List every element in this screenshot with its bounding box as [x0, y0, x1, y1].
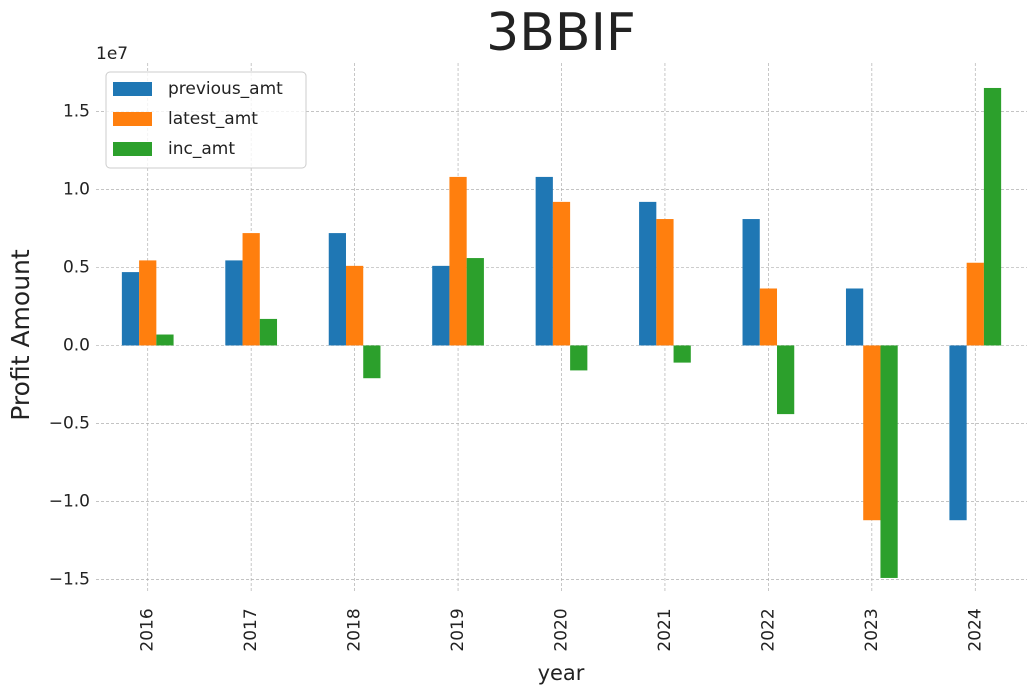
bar [139, 260, 157, 346]
bar [656, 219, 674, 346]
y-tick-label: −1.0 [49, 491, 90, 511]
bar [966, 262, 984, 346]
x-tick-label: 2020 [552, 608, 572, 651]
y-tick-label: −1.5 [49, 570, 90, 590]
legend-box [105, 71, 307, 169]
bar [225, 260, 243, 346]
bar [363, 345, 381, 379]
y-tick-label: 1.5 [63, 101, 90, 121]
y-tick-label: −0.5 [49, 413, 90, 433]
legend-label: latest_amt [168, 109, 258, 129]
y-tick-label: 0.0 [63, 335, 90, 355]
x-tick-label: 2023 [862, 608, 882, 651]
legend-swatch [113, 82, 152, 96]
bar [570, 345, 588, 371]
x-tick-label: 2016 [138, 608, 158, 651]
bar [328, 233, 346, 346]
y-axis-label: Profit Amount [6, 249, 35, 421]
bar [121, 272, 140, 346]
bar [880, 345, 898, 578]
bar [156, 334, 174, 346]
bar [863, 345, 881, 521]
bar [983, 87, 1002, 346]
bar [449, 176, 467, 346]
legend-swatch [113, 142, 152, 156]
bar [345, 265, 364, 346]
bar [742, 219, 760, 346]
legend-label: previous_amt [168, 79, 283, 99]
bar [673, 345, 691, 363]
x-tick-label: 2021 [655, 608, 675, 651]
chart-title: 3BBIF [486, 3, 636, 63]
y-offset-label: 1e7 [96, 44, 128, 64]
x-tick-label: 2018 [345, 608, 365, 651]
bar [949, 345, 967, 521]
bar [639, 201, 657, 346]
bar [466, 258, 484, 346]
legend-label: inc_amt [168, 139, 235, 159]
bar [759, 288, 778, 346]
bar [432, 265, 450, 346]
y-tick-label: 0.5 [63, 257, 90, 277]
bar [242, 233, 260, 346]
x-tick-label: 2022 [758, 608, 778, 651]
x-tick-label: 2019 [448, 608, 468, 651]
bar [552, 201, 571, 346]
y-tick-label: 1.0 [63, 179, 90, 199]
legend: previous_amt latest_amt inc_amt [105, 71, 307, 169]
bar [259, 318, 278, 346]
legend-swatch [113, 112, 152, 126]
x-tick-label: 2024 [965, 608, 985, 651]
x-axis-label: year [538, 661, 585, 685]
bar [845, 288, 864, 346]
x-tick-label: 2017 [241, 608, 261, 651]
bar [535, 176, 553, 346]
bar [777, 345, 795, 415]
